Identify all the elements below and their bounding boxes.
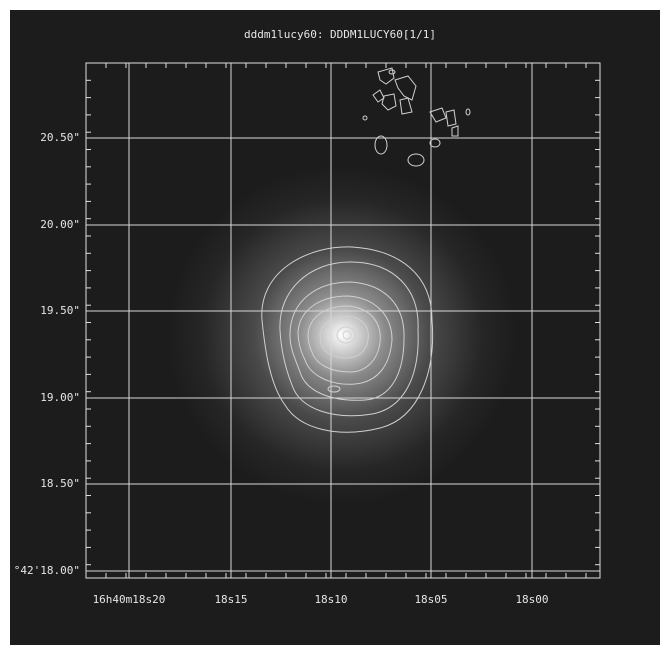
x-label: 18s15 [214, 593, 247, 606]
y-label: 19.50" [40, 304, 80, 317]
source-emission [167, 165, 517, 505]
y-label: °42'18.00" [14, 564, 80, 577]
y-label: 19.00" [40, 391, 80, 404]
x-label: 18s00 [515, 593, 548, 606]
y-label: 20.00" [40, 218, 80, 231]
title: dddm1lucy60: DDDM1LUCY60[1/1] [244, 28, 436, 41]
y-label: 18.50" [40, 477, 80, 490]
x-label: 18s10 [314, 593, 347, 606]
x-label: 18s05 [414, 593, 447, 606]
image-viewer: dddm1lucy60: DDDM1LUCY60[1/1] [0, 0, 670, 653]
y-label: 20.50" [40, 131, 80, 144]
x-label: 16h40m18s20 [93, 593, 166, 606]
